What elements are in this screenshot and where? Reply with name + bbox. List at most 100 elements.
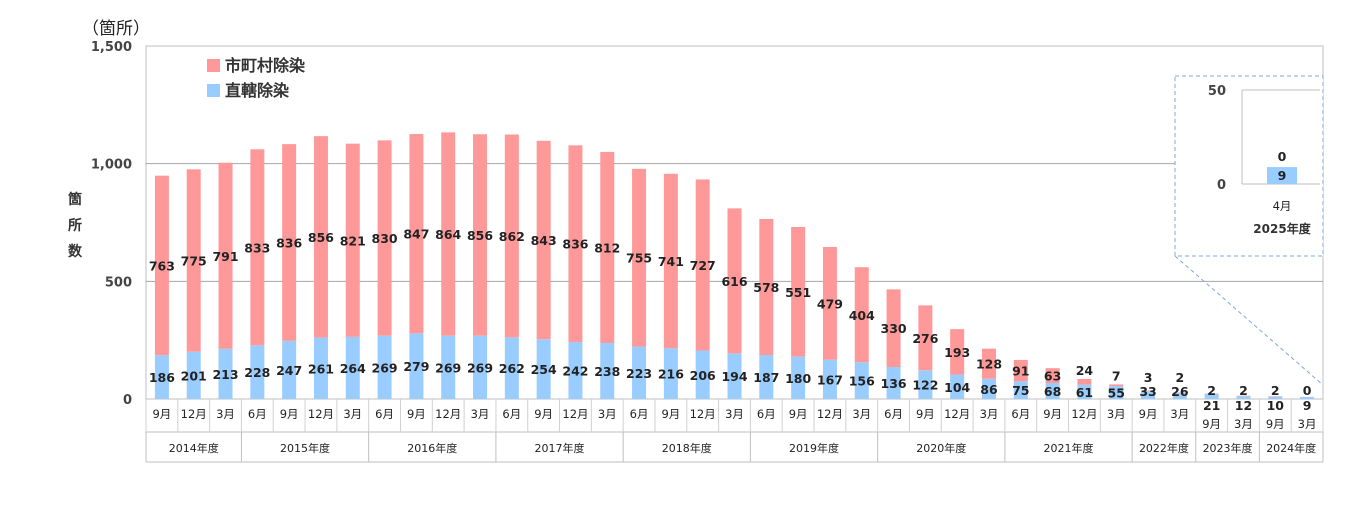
legend-label-direct: 直轄除染 <box>225 81 290 100</box>
data-label-municipal: 727 <box>690 258 716 273</box>
data-label-direct: 136 <box>881 376 907 391</box>
x-tick-label-month: 9月 <box>407 407 426 421</box>
data-label-direct: 75 <box>1012 383 1029 398</box>
data-label-municipal: 847 <box>403 227 429 242</box>
data-label-municipal: 128 <box>976 357 1002 372</box>
data-label-direct: 269 <box>467 360 493 375</box>
data-label-direct: 247 <box>276 363 302 378</box>
data-label-municipal: 864 <box>435 227 461 242</box>
fiscal-year-label: 2015年度 <box>280 441 330 455</box>
data-label-municipal: 2 <box>1271 383 1280 398</box>
data-label-direct: 122 <box>912 378 938 393</box>
x-tick-label-month: 6月 <box>1011 407 1030 421</box>
data-label-direct: 9 <box>1303 398 1312 413</box>
data-label-municipal: 3 <box>1144 370 1153 385</box>
data-label-direct: 269 <box>435 360 461 375</box>
inset-category-label: 4月 <box>1273 199 1292 213</box>
data-label-direct: 201 <box>181 368 207 383</box>
data-label-municipal: 741 <box>658 254 684 269</box>
data-label-municipal: 551 <box>785 285 811 300</box>
data-label-municipal: 0 <box>1303 383 1312 398</box>
data-label-direct: 223 <box>626 366 652 381</box>
x-tick-label-month: 12月 <box>690 407 716 421</box>
data-label-direct: 26 <box>1171 384 1189 399</box>
x-tick-label-month: 9月 <box>1139 407 1158 421</box>
x-tick-label-month: 3月 <box>1298 417 1317 431</box>
fiscal-year-label: 2016年度 <box>407 441 457 455</box>
x-tick-label-month: 9月 <box>280 407 299 421</box>
x-tick-label-month: 3月 <box>471 407 490 421</box>
inset-label-municipal: 0 <box>1278 149 1287 164</box>
data-label-municipal: 763 <box>149 258 175 273</box>
x-tick-label-month: 3月 <box>1170 407 1189 421</box>
x-tick-label-month: 9月 <box>789 407 808 421</box>
data-label-direct: 167 <box>817 372 843 387</box>
y-tick-label: 500 <box>105 275 132 290</box>
legend-swatch-direct <box>207 84 220 97</box>
data-label-municipal: 2 <box>1175 370 1184 385</box>
y-axis-title-char: 箇 <box>68 191 82 208</box>
data-label-municipal: 755 <box>626 251 652 266</box>
x-tick-label-month: 3月 <box>980 407 999 421</box>
x-tick-label-month: 9月 <box>1043 407 1062 421</box>
data-label-direct: 187 <box>753 370 779 385</box>
x-tick-label-month: 9月 <box>534 407 553 421</box>
x-tick-label-month: 6月 <box>375 407 394 421</box>
inset-connector <box>1175 256 1323 385</box>
data-label-municipal: 616 <box>721 274 747 289</box>
x-tick-label-month: 3月 <box>1107 407 1126 421</box>
data-label-direct: 242 <box>562 364 588 379</box>
x-tick-label-month: 12月 <box>308 407 334 421</box>
fiscal-year-label: 2019年度 <box>789 441 839 455</box>
x-tick-label-month: 12月 <box>435 407 461 421</box>
data-label-municipal: 91 <box>1012 364 1029 379</box>
x-tick-label-month: 6月 <box>248 407 267 421</box>
fiscal-year-label: 2014年度 <box>169 441 219 455</box>
data-label-municipal: 276 <box>912 331 938 346</box>
fiscal-year-label: 2023年度 <box>1203 441 1253 455</box>
data-label-municipal: 862 <box>499 229 525 244</box>
data-label-direct: 264 <box>340 361 366 376</box>
data-label-municipal: 578 <box>753 280 779 295</box>
x-tick-label-month: 6月 <box>630 407 649 421</box>
data-label-direct: 216 <box>658 367 684 382</box>
data-label-municipal: 24 <box>1076 363 1094 378</box>
data-label-municipal: 856 <box>467 228 493 243</box>
data-label-direct: 61 <box>1076 385 1093 400</box>
data-label-direct: 238 <box>594 364 620 379</box>
x-tick-label-month: 6月 <box>884 407 903 421</box>
data-label-municipal: 330 <box>881 321 907 336</box>
fiscal-year-label: 2021年度 <box>1044 441 1094 455</box>
data-label-municipal: 836 <box>562 237 588 252</box>
data-label-direct: 156 <box>849 374 875 389</box>
x-tick-label-month: 3月 <box>216 407 235 421</box>
x-tick-label-month: 9月 <box>1202 417 1221 431</box>
x-tick-label-month: 12月 <box>944 407 970 421</box>
x-tick-label-month: 6月 <box>757 407 776 421</box>
data-label-municipal: 791 <box>212 249 238 264</box>
x-tick-label-month: 3月 <box>343 407 362 421</box>
x-tick-label-month: 12月 <box>817 407 843 421</box>
data-label-municipal: 836 <box>276 236 302 251</box>
data-label-municipal: 2 <box>1207 383 1216 398</box>
x-tick-label-month: 9月 <box>661 407 680 421</box>
fiscal-year-label: 2018年度 <box>662 441 712 455</box>
data-label-direct: 104 <box>944 380 970 395</box>
data-label-municipal: 833 <box>244 240 270 255</box>
data-label-direct: 262 <box>499 361 525 376</box>
x-tick-label-month: 12月 <box>181 407 207 421</box>
y-axis-title-char: 数 <box>68 243 83 260</box>
inset-label-direct: 9 <box>1278 168 1287 183</box>
x-tick-label-month: 3月 <box>598 407 617 421</box>
bar-municipal <box>1077 379 1091 385</box>
data-label-direct: 279 <box>403 359 429 374</box>
data-label-municipal: 2 <box>1239 383 1248 398</box>
y-tick-label: 0 <box>123 393 132 408</box>
data-label-direct: 186 <box>149 370 175 385</box>
data-label-direct: 10 <box>1267 398 1285 413</box>
fiscal-year-label: 2022年度 <box>1139 441 1189 455</box>
legend-label-municipal: 市町村除染 <box>225 56 306 75</box>
data-label-direct: 180 <box>785 371 811 386</box>
